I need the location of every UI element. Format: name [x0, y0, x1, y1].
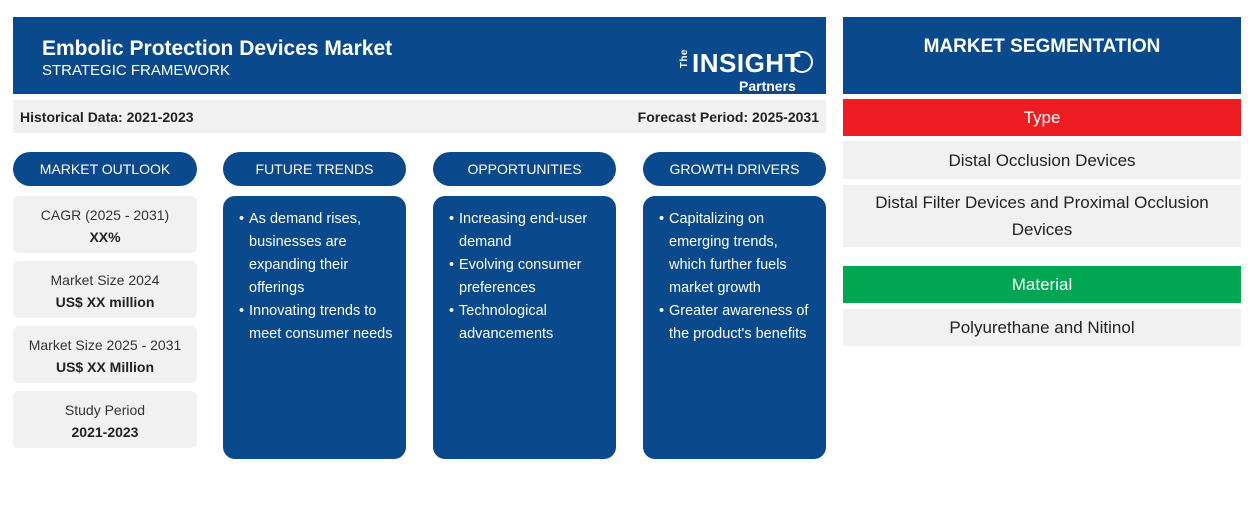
page-subtitle: STRATEGIC FRAMEWORK [42, 62, 231, 79]
stat-value: XX% [89, 229, 121, 245]
opportunities-card: Increasing end-user demand Evolving cons… [433, 196, 616, 459]
segment-item: Polyurethane and Nitinol [843, 309, 1241, 346]
logo-ring-icon [791, 51, 813, 73]
list-item: Capitalizing on emerging trends, which f… [659, 208, 816, 300]
market-size-2024-stat: Market Size 2024 US$ XX million [13, 261, 197, 318]
insight-partners-logo: The INSIGHT Partners [679, 47, 819, 99]
stat-label: Study Period [64, 402, 146, 418]
growth-drivers-list: Capitalizing on emerging trends, which f… [659, 208, 816, 346]
logo-main-text: INSIGHT [692, 48, 801, 78]
market-outlook-heading: MARKET OUTLOOK [13, 152, 197, 186]
list-item: As demand rises, businesses are expandin… [239, 208, 396, 300]
list-item: Greater awareness of the product's benef… [659, 300, 816, 346]
cagr-stat: CAGR (2025 - 2031) XX% [13, 196, 197, 253]
stat-value: US$ XX million [55, 294, 155, 310]
header-banner: Embolic Protection Devices Market STRATE… [13, 17, 826, 94]
stat-label: Market Size 2024 [50, 272, 160, 288]
future-trends-heading: FUTURE TRENDS [223, 152, 406, 186]
stat-value: US$ XX Million [55, 359, 154, 375]
segment-item: Distal Filter Devices and Proximal Occlu… [843, 185, 1241, 247]
historical-period: Historical Data: 2021-2023 [20, 109, 194, 125]
forecast-period: Forecast Period: 2025-2031 [637, 109, 819, 125]
opportunities-heading: OPPORTUNITIES [433, 152, 616, 186]
market-size-forecast-stat: Market Size 2025 - 2031 US$ XX Million [13, 326, 197, 383]
future-trends-list: As demand rises, businesses are expandin… [239, 208, 396, 346]
segment-item: Distal Occlusion Devices [843, 141, 1241, 179]
material-category: Material [843, 266, 1241, 303]
list-item: Increasing end-user demand [449, 208, 606, 254]
page-title: Embolic Protection Devices Market [42, 37, 393, 60]
type-category: Type [843, 99, 1241, 136]
period-strip: Historical Data: 2021-2023 Forecast Peri… [13, 100, 826, 133]
list-item: Evolving consumer preferences [449, 254, 606, 300]
stat-label: CAGR (2025 - 2031) [40, 207, 170, 223]
growth-drivers-card: Capitalizing on emerging trends, which f… [643, 196, 826, 459]
stat-value: 2021-2023 [71, 424, 139, 440]
logo-partners-text: Partners [739, 78, 796, 94]
opportunities-list: Increasing end-user demand Evolving cons… [449, 208, 606, 346]
list-item: Innovating trends to meet consumer needs [239, 300, 396, 346]
growth-drivers-heading: GROWTH DRIVERS [643, 152, 826, 186]
study-period-stat: Study Period 2021-2023 [13, 391, 197, 448]
logo-the-text: The [679, 49, 690, 69]
future-trends-card: As demand rises, businesses are expandin… [223, 196, 406, 459]
segmentation-heading: MARKET SEGMENTATION [843, 17, 1241, 94]
list-item: Technological advancements [449, 300, 606, 346]
stat-label: Market Size 2025 - 2031 [28, 337, 182, 353]
